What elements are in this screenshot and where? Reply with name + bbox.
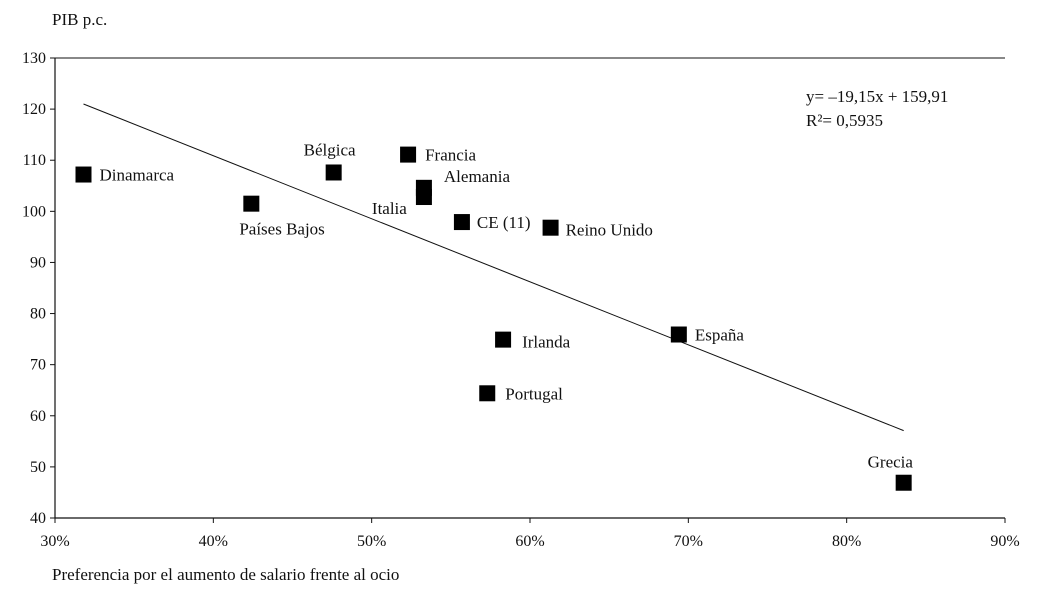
data-point — [400, 146, 417, 163]
x-tick-label: 30% — [40, 533, 69, 550]
axes: 40 50 60 70 80 90 100 110 120 130 30% 40% 50% 60% 70% 8… — [22, 50, 1020, 550]
points-group: Dinamarca Países Bajos Bélgica Francia Alema… — [75, 140, 914, 491]
y-tick-label: 90 — [30, 254, 46, 271]
y-tick-label: 130 — [22, 50, 46, 67]
x-tick-label: 80% — [832, 533, 861, 550]
x-tick-label: 40% — [199, 533, 228, 550]
data-point — [75, 166, 92, 183]
point-label: Dinamarca — [100, 166, 175, 185]
y-tick-label: 60 — [30, 408, 46, 425]
point-label: Alemania — [444, 167, 511, 186]
x-tick-label: 90% — [990, 533, 1019, 550]
point-label: Italia — [372, 199, 407, 218]
y-tick-label: 120 — [22, 101, 46, 118]
point-label: España — [695, 326, 745, 345]
point-label: Países Bajos — [239, 220, 324, 239]
x-axis-label: Preferencia por el aumento de salario fr… — [52, 565, 400, 584]
r-squared-text: R²= 0,5935 — [806, 111, 884, 130]
data-point — [542, 219, 559, 236]
x-tick-label: 60% — [515, 533, 544, 550]
data-point — [479, 385, 496, 402]
point-label: Reino Unido — [566, 221, 653, 240]
data-point — [415, 189, 432, 206]
trendline — [83, 103, 904, 432]
x-tick-label: 70% — [674, 533, 703, 550]
y-tick-label: 110 — [23, 152, 46, 169]
equation-text: y= –19,15x + 159,91 — [806, 87, 949, 106]
x-tick-label: 50% — [357, 533, 386, 550]
y-tick-label: 80 — [30, 306, 46, 323]
data-point — [495, 331, 512, 348]
data-point — [243, 195, 260, 212]
point-label: Bélgica — [304, 140, 356, 159]
y-axis-label: PIB p.c. — [52, 10, 108, 29]
regression-equation: y= –19,15x + 159,91 R²= 0,5935 — [806, 85, 948, 133]
data-point — [895, 474, 912, 491]
trendline-group — [83, 103, 904, 432]
data-point — [453, 214, 470, 231]
point-label: Portugal — [505, 384, 563, 403]
y-tick-label: 40 — [30, 510, 46, 527]
y-tick-label: 50 — [30, 459, 46, 476]
point-label: Irlanda — [522, 333, 571, 352]
data-point — [325, 164, 342, 181]
point-label: Grecia — [868, 453, 914, 472]
point-label: CE (11) — [477, 213, 531, 232]
y-tick-label: 70 — [30, 357, 46, 374]
data-point — [670, 326, 687, 343]
point-label: Francia — [425, 146, 476, 165]
y-tick-label: 100 — [22, 203, 46, 220]
